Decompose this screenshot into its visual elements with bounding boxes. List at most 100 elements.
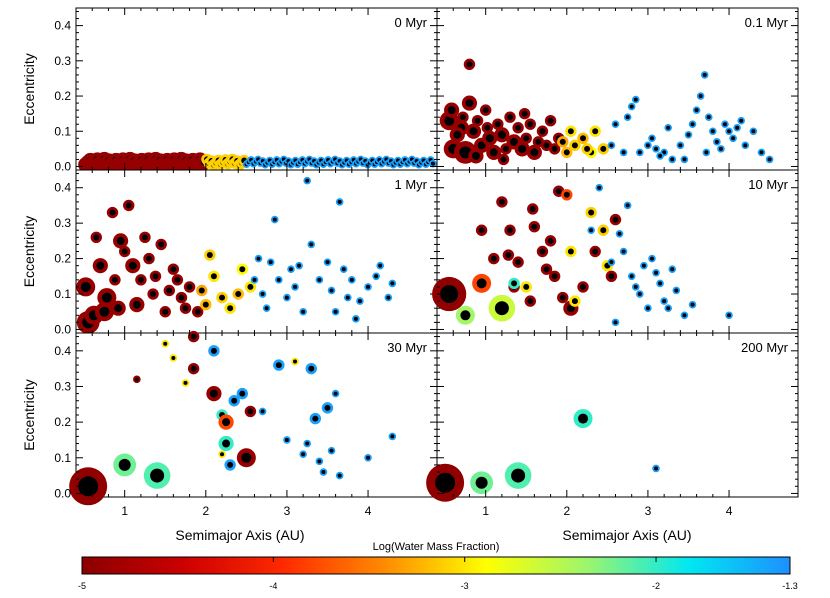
data-point-core [739,118,744,123]
data-point-core [182,305,189,312]
data-point-core [111,276,118,283]
scatter-points [78,151,437,173]
data-point-core [609,143,614,148]
panel-time-label: 30 Myr [387,340,427,355]
y-tick-label: 0.3 [54,54,71,68]
data-point-core [714,139,719,144]
data-point-core [293,359,298,364]
data-point-core [571,298,578,305]
scatter-points [69,330,397,506]
data-point-core [132,300,141,309]
data-point-core [551,273,558,280]
data-point-core [116,236,125,245]
data-point-core [551,145,558,152]
data-point-core [178,294,185,301]
data-point-core [430,161,435,166]
colorbar-label: Log(Water Mass Fraction) [373,541,500,553]
x-tick-label: 2 [563,504,570,518]
panel-frame [75,7,438,171]
data-point-core [312,415,319,422]
data-point-core [435,472,456,493]
data-point-core [162,308,169,315]
data-point-core [152,273,159,280]
panel-time-label: 1 Myr [395,177,428,192]
data-point-core [654,146,659,151]
data-point-core [578,413,589,424]
colorbar [81,556,791,575]
data-point-core [158,241,165,248]
data-point-core [613,320,618,325]
data-point-core [633,284,638,289]
data-point-core [374,274,379,279]
data-point-core [682,313,687,318]
data-point-core [767,157,772,162]
y-tick-label: 0.0 [54,159,71,173]
data-point-core [317,277,322,282]
data-point-core [530,148,539,157]
data-point-core [190,365,197,372]
data-point-core [137,276,144,283]
data-point-core [670,267,675,272]
data-point-core [678,143,683,148]
data-point-core [502,145,509,152]
data-point-core [485,134,494,143]
data-point-core [171,355,176,360]
data-point-core [476,278,487,289]
data-point-core [649,136,654,141]
data-point-core [505,252,512,259]
panel: 1 2 3 4 200 Myr [426,332,799,518]
colorbar-tick-label: -3 [461,581,469,591]
data-point-core [600,227,607,234]
panel: 1 2 3 4 0.0 0.1 0.2 0.3 0.4 30 Myr Eccentricity [21,330,438,518]
scatter-points [76,176,397,334]
data-point-core [231,397,238,404]
panel-time-label: 0.1 Myr [745,15,789,30]
data-point-core [559,294,566,301]
data-point-core [637,292,642,297]
data-point-core [759,150,764,155]
data-point-core [353,316,358,321]
data-point-core [511,280,518,287]
data-point-core [219,294,226,301]
data-point-core [227,305,234,312]
y-tick-label: 0.3 [54,379,71,393]
data-point-core [357,299,362,304]
x-tick-label: 3 [645,504,652,518]
data-point-core [125,202,132,209]
data-point-core [386,295,391,300]
data-point-core [333,391,338,396]
data-point-core [260,409,265,414]
data-point-core [494,121,501,128]
data-point-core [477,141,486,150]
data-point-core [284,295,289,300]
data-point-core [662,150,667,155]
data-point-core [666,306,671,311]
data-point-core [239,266,246,273]
data-point-core [206,252,213,259]
data-point-core [498,198,505,205]
data-point-core [150,291,157,298]
data-point-core [617,231,622,236]
data-point-core [670,157,675,162]
data-point-core [474,117,481,124]
data-point-core [284,437,289,442]
data-point-core [500,156,507,163]
data-point-core [166,287,173,294]
data-point-core [690,122,695,127]
data-point-core [629,104,634,109]
x-tick-label: 2 [202,504,209,518]
data-point-core [511,468,526,483]
data-point-core [484,124,491,131]
panel: 0.0 0.1 0.2 0.3 0.4 0 Myr Eccentricity [21,7,438,173]
y-tick-label: 0.4 [54,19,71,33]
data-point-core [198,287,205,294]
x-tick-label: 4 [365,504,372,518]
data-point-core [567,128,574,135]
data-point-core [539,128,546,135]
data-point-core [183,380,188,385]
data-point-core [121,248,128,255]
data-point-core [600,145,607,152]
data-point-core [735,125,740,130]
data-point-core [612,216,619,223]
data-point-core [366,455,371,460]
